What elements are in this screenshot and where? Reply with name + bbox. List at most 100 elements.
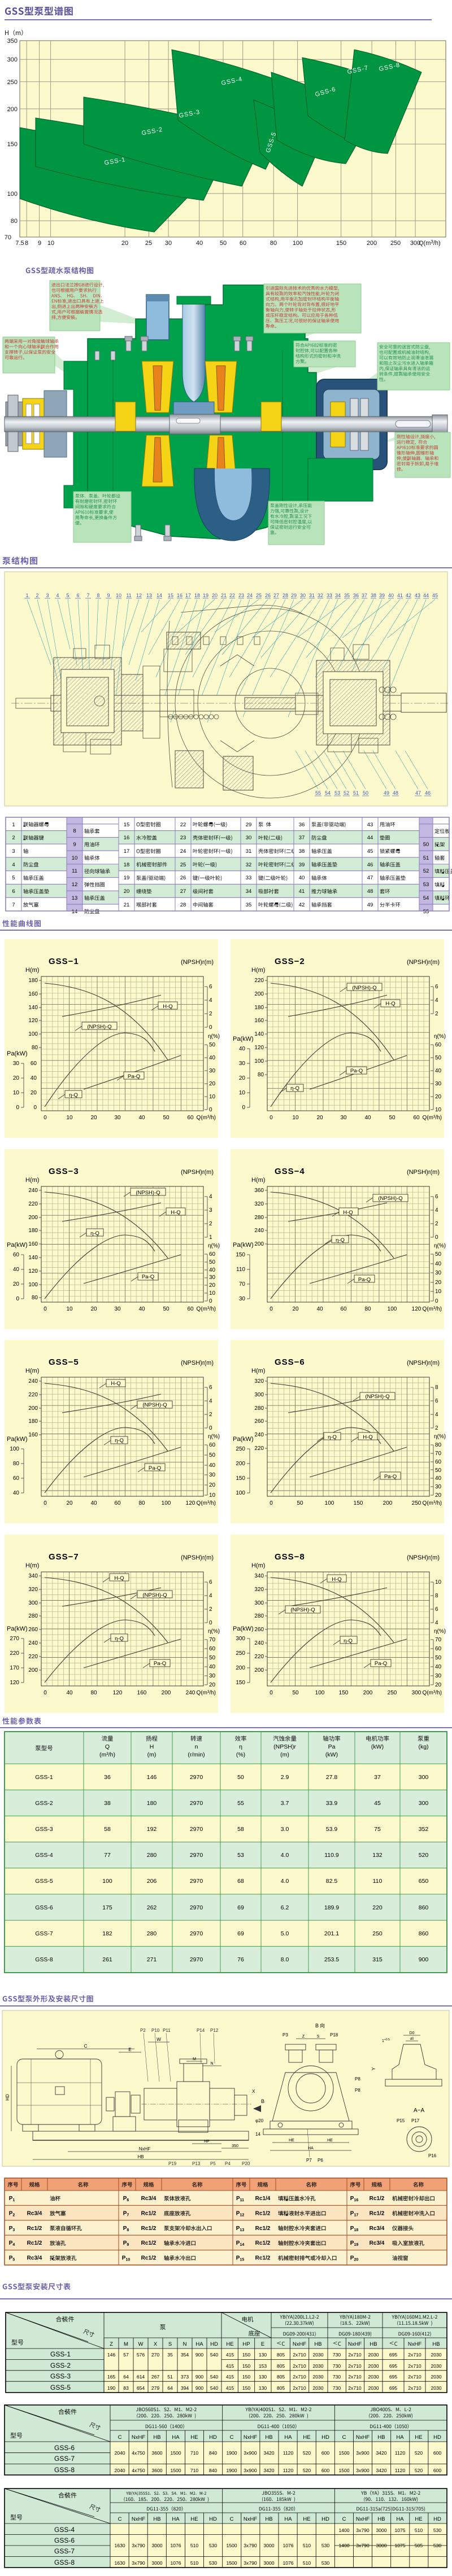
svg-text:GSS-2: GSS-2 <box>50 2362 71 2369</box>
svg-text:0: 0 <box>270 1306 273 1312</box>
svg-text:Rc1/2: Rc1/2 <box>255 2255 271 2262</box>
svg-text:GSS−5: GSS−5 <box>49 1357 79 1367</box>
svg-text:3: 3 <box>46 593 49 598</box>
svg-text:GSS-6: GSS-6 <box>35 1904 53 1911</box>
svg-text:6.2: 6.2 <box>281 1904 289 1911</box>
svg-text:Pa-Q: Pa-Q <box>154 1661 166 1667</box>
svg-text:(NPSH)-Q: (NPSH)-Q <box>87 1024 111 1030</box>
svg-text:160: 160 <box>28 991 38 997</box>
svg-text:150: 150 <box>236 1475 245 1482</box>
svg-text:350: 350 <box>7 38 18 45</box>
svg-text:50: 50 <box>435 1251 442 1258</box>
svg-text:300: 300 <box>7 56 18 63</box>
svg-text:0: 0 <box>209 1298 212 1304</box>
svg-text:Q(m³/h): Q(m³/h) <box>423 1500 442 1506</box>
svg-text:300: 300 <box>419 1774 429 1781</box>
svg-text:Pa-Q: Pa-Q <box>350 1068 363 1074</box>
svg-text:Z: Z <box>110 2341 113 2347</box>
svg-text:120: 120 <box>28 1018 38 1024</box>
svg-text:240: 240 <box>254 1432 264 1438</box>
svg-text:46: 46 <box>425 790 431 796</box>
svg-text:(NPSH)-Q: (NPSH)-Q <box>136 1190 160 1196</box>
svg-text:Y: Y <box>371 2067 376 2070</box>
svg-text:10: 10 <box>116 593 121 598</box>
svg-text:510: 510 <box>415 2527 423 2533</box>
svg-text:110: 110 <box>236 1267 245 1273</box>
svg-text:860: 860 <box>419 1930 429 1937</box>
svg-text:45: 45 <box>374 1800 381 1807</box>
svg-text:2: 2 <box>209 1011 212 1017</box>
svg-text:77: 77 <box>104 1852 111 1859</box>
svg-text:240: 240 <box>254 1228 264 1234</box>
svg-text:H(m): H(m) <box>25 1562 39 1569</box>
svg-text:(kg): (kg) <box>418 1743 428 1750</box>
svg-text:(kW): (kW) <box>325 1751 338 1758</box>
svg-text:300: 300 <box>28 1600 38 1606</box>
svg-text:2x710: 2x710 <box>408 2363 421 2369</box>
svg-text:η-Q: η-Q <box>115 1636 124 1642</box>
svg-text:Rc3/4: Rc3/4 <box>370 2225 385 2232</box>
svg-text:Pa-Q: Pa-Q <box>384 1474 397 1480</box>
svg-text:70: 70 <box>435 1637 442 1643</box>
svg-text:200: 200 <box>236 1461 245 1467</box>
svg-text:31: 31 <box>309 593 315 598</box>
svg-text:10: 10 <box>435 1107 442 1113</box>
svg-text:X: X <box>252 2089 255 2094</box>
svg-text:600: 600 <box>433 2450 442 2456</box>
svg-text:80: 80 <box>258 1072 264 1078</box>
svg-text:10: 10 <box>292 1115 299 1121</box>
svg-text:GSS−7: GSS−7 <box>49 1552 79 1562</box>
svg-text:2030: 2030 <box>431 2374 441 2380</box>
svg-text:315: 315 <box>372 1956 383 1963</box>
svg-text:Pa(kW): Pa(kW) <box>7 1242 28 1248</box>
svg-text:2970: 2970 <box>190 1826 203 1833</box>
svg-text:57: 57 <box>123 2352 129 2358</box>
svg-text:S: S <box>168 2341 172 2347</box>
svg-text:260: 260 <box>254 1627 264 1633</box>
svg-text:GSS-1: GSS-1 <box>35 1774 53 1781</box>
svg-text:HE: HE <box>190 2434 198 2441</box>
svg-text:GSS-4: GSS-4 <box>35 1852 53 1859</box>
svg-text:180: 180 <box>254 1005 264 1011</box>
svg-text:6: 6 <box>435 1194 438 1200</box>
svg-text:2970: 2970 <box>190 1930 203 1937</box>
svg-text:W: W <box>157 2037 161 2042</box>
svg-text:(NPSH)r(m): (NPSH)r(m) <box>181 1360 214 1366</box>
svg-text:900: 900 <box>195 2385 204 2391</box>
svg-text:50: 50 <box>423 842 429 848</box>
svg-text:33: 33 <box>327 593 332 598</box>
svg-text:Rc1/2: Rc1/2 <box>255 2240 271 2246</box>
svg-text:11: 11 <box>126 593 131 598</box>
svg-text:Rc1/2: Rc1/2 <box>370 2196 385 2202</box>
svg-text:0: 0 <box>209 1107 212 1113</box>
svg-text:3000: 3000 <box>376 2527 386 2533</box>
svg-text:1500: 1500 <box>170 2468 181 2473</box>
svg-text:42: 42 <box>406 593 411 598</box>
svg-text:Q: Q <box>105 1743 110 1750</box>
svg-text:50: 50 <box>163 1306 169 1312</box>
svg-text:1500: 1500 <box>338 2468 349 2473</box>
svg-text:120: 120 <box>412 1306 421 1312</box>
svg-text:75: 75 <box>374 1826 381 1833</box>
svg-text:HA: HA <box>308 2146 314 2150</box>
svg-text:(NPSH)-Q: (NPSH)-Q <box>142 1402 167 1408</box>
svg-text:250: 250 <box>7 79 18 86</box>
svg-text:3x900: 3x900 <box>356 2468 370 2473</box>
svg-text:280: 280 <box>147 1852 157 1859</box>
svg-text:182: 182 <box>102 1930 112 1937</box>
svg-text:730: 730 <box>333 2363 341 2369</box>
svg-text:X: X <box>154 2341 158 2347</box>
svg-text:8: 8 <box>435 1593 438 1599</box>
svg-text:530: 530 <box>321 2543 330 2548</box>
svg-text:16: 16 <box>177 593 182 598</box>
svg-text:0: 0 <box>242 1105 245 1111</box>
svg-text:415: 415 <box>226 2374 234 2380</box>
svg-text:A−A: A−A <box>414 2108 425 2114</box>
svg-text:41: 41 <box>397 593 403 598</box>
svg-text:NxHF: NxHF <box>132 2434 145 2441</box>
svg-text:50: 50 <box>435 1467 442 1474</box>
svg-text:HB: HB <box>377 2434 385 2441</box>
svg-text:14: 14 <box>72 909 78 915</box>
svg-text:3000: 3000 <box>151 2543 162 2548</box>
svg-text:2970: 2970 <box>190 1878 203 1885</box>
